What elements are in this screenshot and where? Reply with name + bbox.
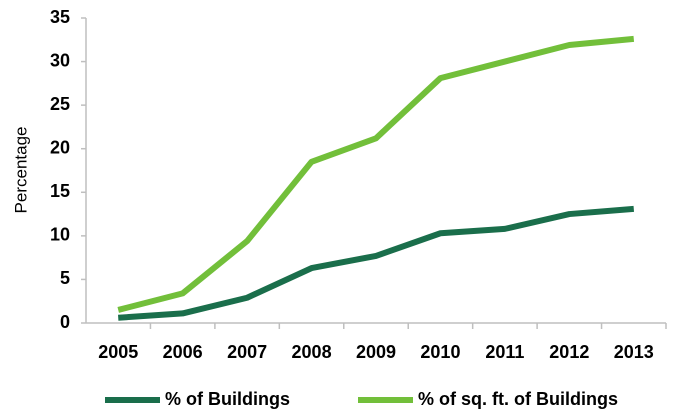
- y-tick-label: 15: [50, 181, 70, 201]
- x-tick-label: 2013: [614, 342, 654, 362]
- series-line: [118, 205, 635, 321]
- x-tick-label: 2007: [227, 342, 267, 362]
- x-tick-label: 2012: [549, 342, 589, 362]
- y-tick-label: 5: [60, 268, 70, 288]
- legend-label: % of sq. ft. of Buildings: [418, 389, 618, 409]
- y-tick-label: 25: [50, 94, 70, 114]
- x-tick-label: 2006: [163, 342, 203, 362]
- x-tick-label: 2010: [420, 342, 460, 362]
- legend-label: % of Buildings: [165, 389, 290, 409]
- x-tick-label: 2011: [485, 342, 524, 362]
- x-tick-label: 2009: [356, 342, 396, 362]
- y-tick-label: 20: [50, 137, 70, 157]
- x-tick-label: 2005: [98, 342, 138, 362]
- y-tick-label: 0: [60, 312, 70, 332]
- y-tick-label: 30: [50, 50, 70, 70]
- y-tick-label: 35: [50, 7, 70, 27]
- y-axis-label: Percentage: [11, 127, 30, 214]
- series-line: [117, 35, 635, 313]
- y-tick-label: 10: [50, 225, 70, 245]
- x-tick-label: 2008: [292, 342, 332, 362]
